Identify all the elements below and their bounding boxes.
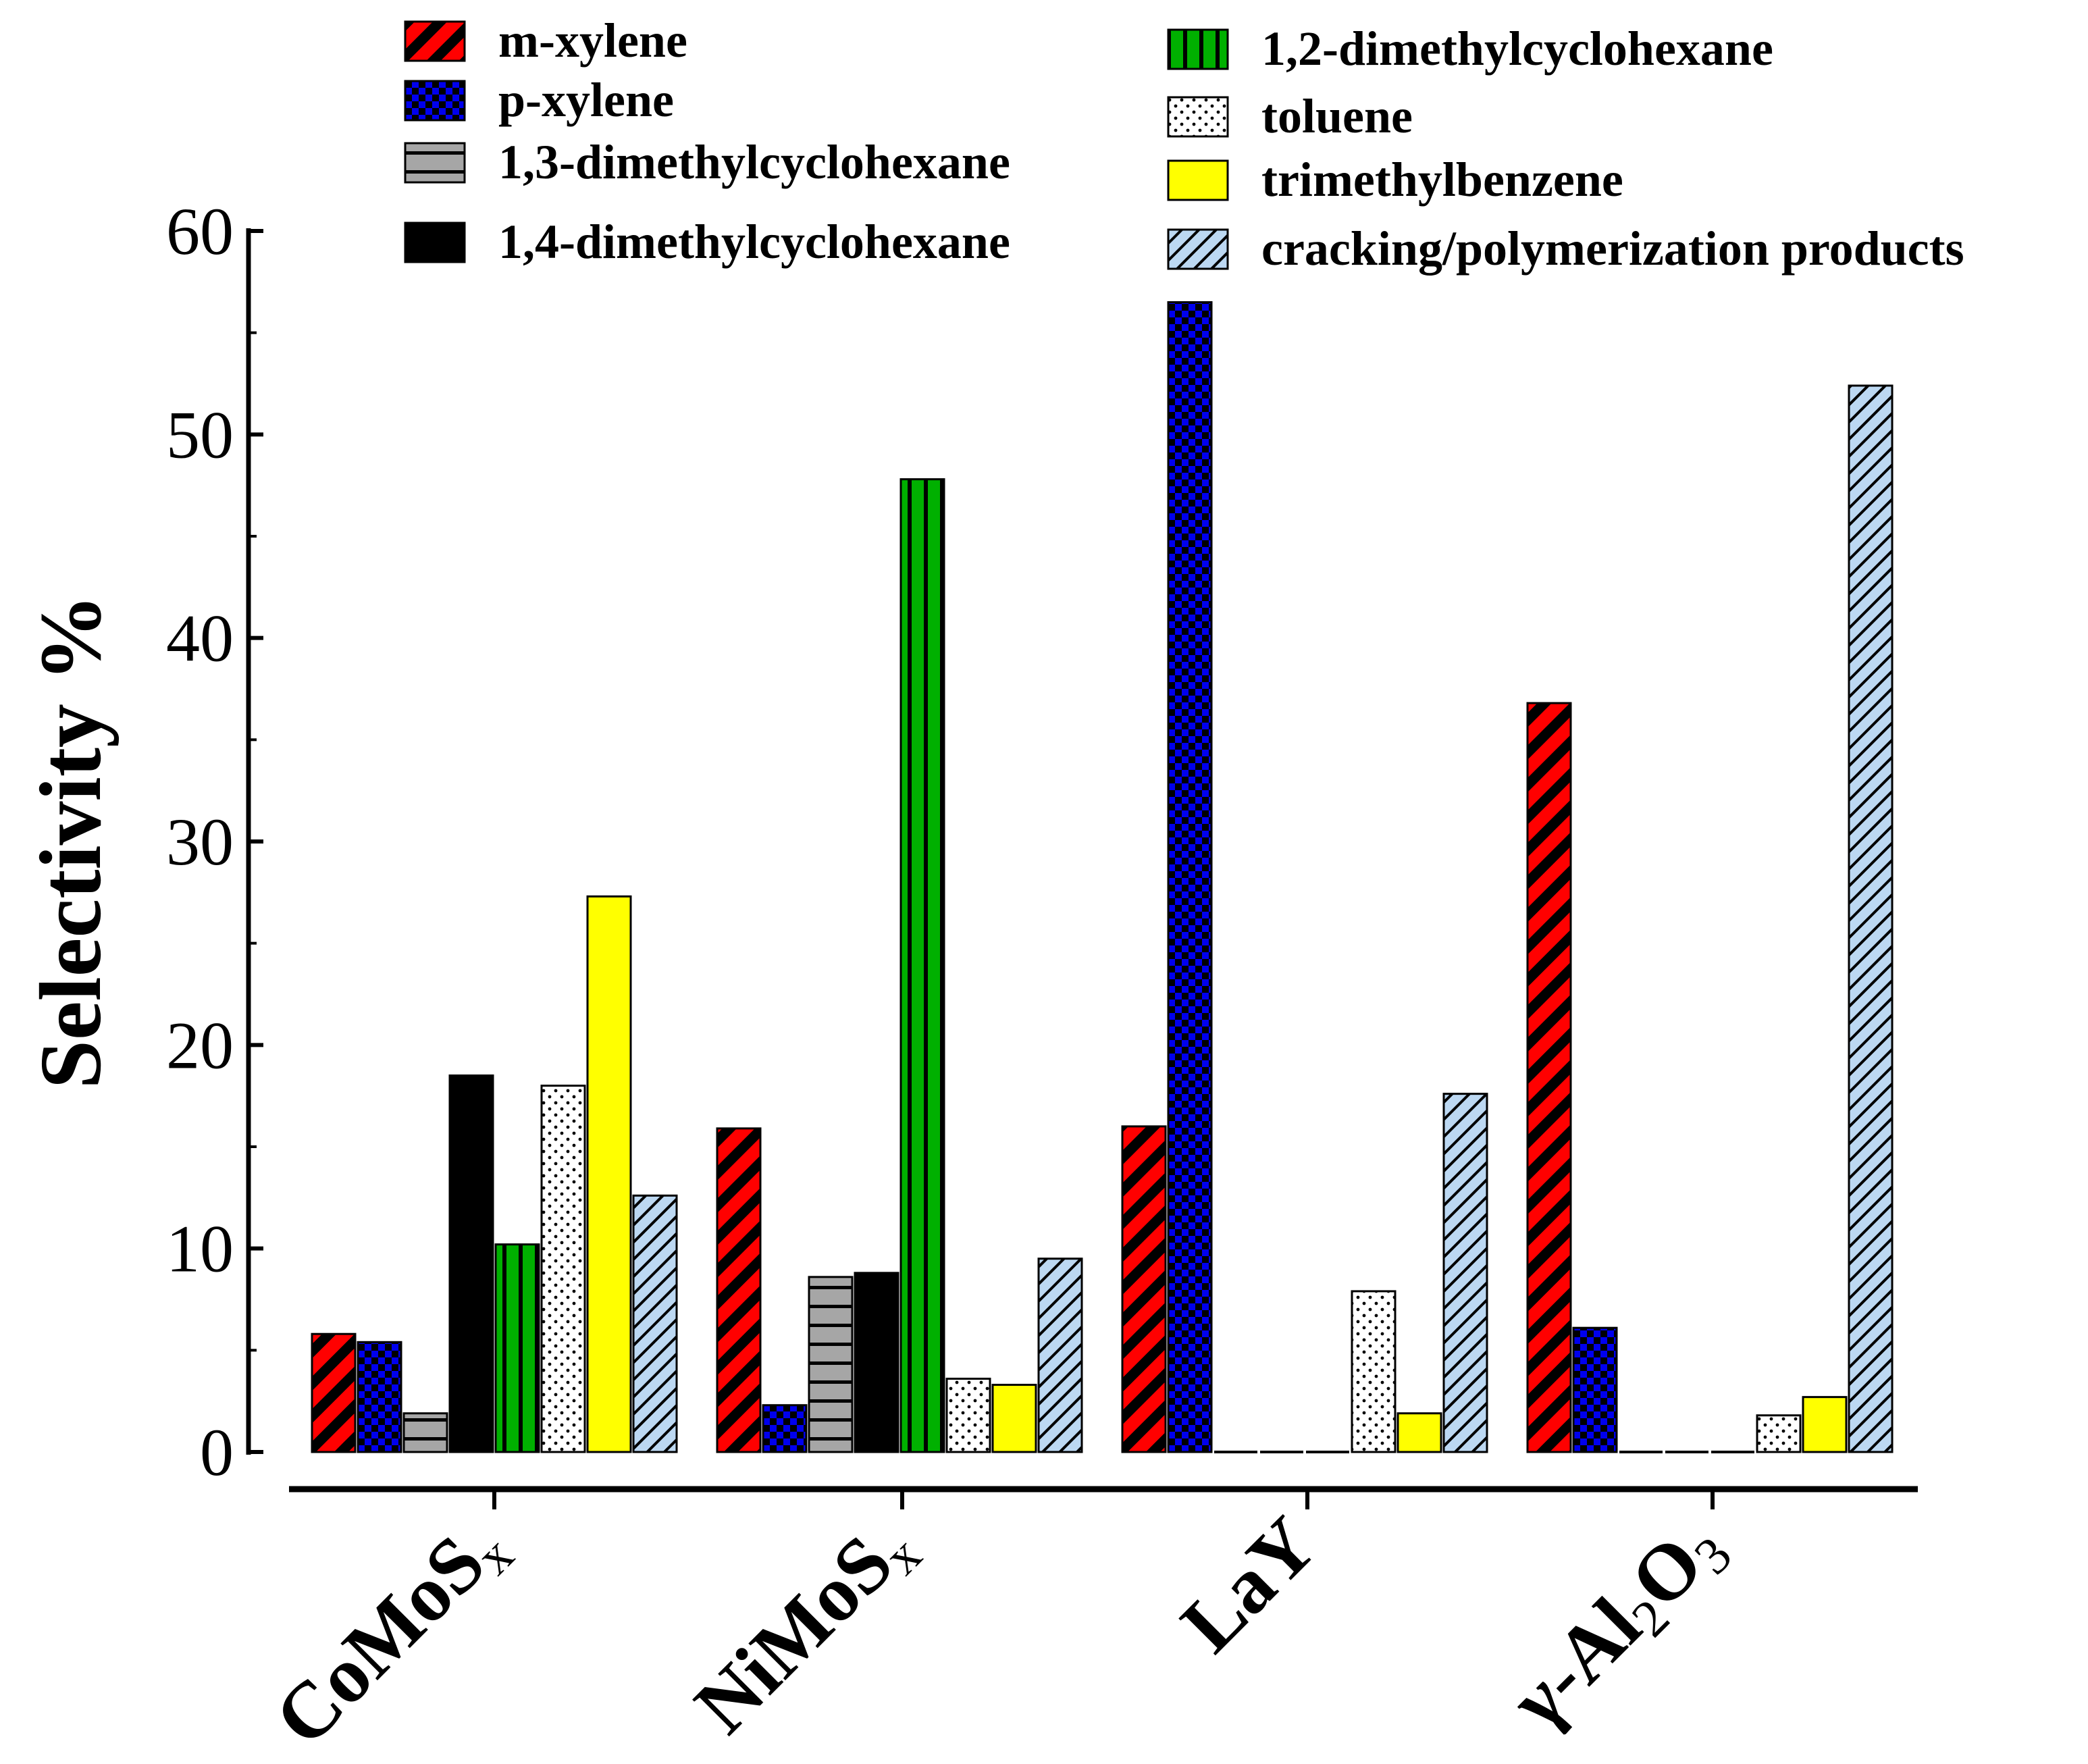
legend-label: toluene — [1261, 89, 1413, 143]
y-axis-title: Selectivity % — [22, 594, 120, 1089]
y-tick-label: 40 — [166, 601, 234, 676]
bar-1-3-dimethylcyclohexane-nimosx — [808, 1276, 854, 1453]
legend-swatch — [1167, 96, 1229, 138]
legend-item-cracking-polymerization-products: cracking/polymerization products — [1167, 222, 1964, 276]
bar-1-4-dimethylcyclohexane-nimosx — [854, 1272, 899, 1453]
bar-m-xylene-lay — [1121, 1125, 1167, 1453]
bar-toluene-gamma-al2o3 — [1756, 1414, 1802, 1453]
bar-trimethylbenzene-gamma-al2o3 — [1802, 1396, 1848, 1453]
legend-item-1-4-dimethylcyclohexane: 1,4-dimethylcyclohexane — [404, 215, 1010, 269]
legend-item-trimethylbenzene: trimethylbenzene — [1167, 153, 1623, 207]
y-tick-label: 50 — [166, 397, 234, 472]
y-tick-label: 20 — [166, 1008, 234, 1083]
bar-cracking-polymerization-products-gamma-al2o3 — [1848, 384, 1894, 1453]
legend-swatch — [1167, 228, 1229, 270]
category-label-lay: LaY — [1164, 1500, 1333, 1669]
y-tick-label: 10 — [166, 1212, 234, 1287]
legend-label: 1,3-dimethylcyclohexane — [498, 135, 1010, 189]
bar-cracking-polymerization-products-comosx — [632, 1194, 678, 1453]
bar-p-xylene-nimosx — [762, 1404, 808, 1453]
bar-p-xylene-comosx — [357, 1341, 402, 1453]
legend-item-1-3-dimethylcyclohexane: 1,3-dimethylcyclohexane — [404, 135, 1010, 189]
bar-toluene-nimosx — [945, 1378, 991, 1453]
legend-item-p-xylene: p-xylene — [404, 73, 674, 127]
legend-item-m-xylene: m-xylene — [404, 14, 687, 68]
legend-swatch — [404, 20, 466, 62]
y-tick-label: 0 — [200, 1415, 234, 1490]
bar-m-xylene-comosx — [311, 1332, 357, 1453]
category-label-nimosx: NiMoSx — [678, 1500, 933, 1755]
legend-label: cracking/polymerization products — [1261, 222, 1964, 276]
bar-toluene-lay — [1351, 1290, 1397, 1453]
legend-label: 1,2-dimethylcyclohexane — [1261, 22, 1773, 76]
legend-label: p-xylene — [498, 73, 674, 127]
legend-swatch — [404, 80, 466, 122]
bar-cracking-polymerization-products-nimosx — [1037, 1257, 1083, 1453]
bar-toluene-comosx — [540, 1085, 586, 1453]
category-label-gamma-al2o3: γ-Al2O3 — [1493, 1500, 1743, 1750]
plot-area: 0 10 20 30 40 50 60 Selectivity % CoMoSx NiMoSx La… — [22, 194, 1918, 1764]
bar-trimethylbenzene-comosx — [586, 895, 632, 1453]
bar-p-xylene-gamma-al2o3 — [1572, 1326, 1618, 1453]
y-tick-label: 30 — [166, 804, 234, 879]
bar-cracking-polymerization-products-lay — [1442, 1093, 1488, 1453]
bar-1-4-dimethylcyclohexane-comosx — [448, 1074, 494, 1453]
legend-item-1-2-dimethylcyclohexane: 1,2-dimethylcyclohexane — [1167, 22, 1773, 76]
y-tick-label: 60 — [166, 194, 234, 269]
legend-label: trimethylbenzene — [1261, 153, 1623, 207]
legend-swatch — [404, 222, 466, 263]
legend-label: 1,4-dimethylcyclohexane — [498, 215, 1010, 269]
category-label-comosx: CoMoSx — [257, 1500, 524, 1764]
legend-item-toluene: toluene — [1167, 89, 1413, 143]
legend-swatch — [1167, 159, 1229, 201]
bar-1-3-dimethylcyclohexane-comosx — [402, 1412, 448, 1453]
legend-label: m-xylene — [498, 14, 687, 68]
bar-1-2-dimethylcyclohexane-nimosx — [899, 478, 945, 1453]
bar-m-xylene-gamma-al2o3 — [1526, 702, 1572, 1453]
bar-trimethylbenzene-lay — [1397, 1412, 1442, 1453]
bar-1-2-dimethylcyclohexane-comosx — [494, 1243, 540, 1453]
bar-p-xylene-lay — [1167, 301, 1213, 1453]
legend-swatch — [404, 142, 466, 184]
bar-trimethylbenzene-nimosx — [991, 1384, 1037, 1453]
bar-m-xylene-nimosx — [716, 1127, 762, 1453]
legend-swatch — [1167, 28, 1229, 70]
